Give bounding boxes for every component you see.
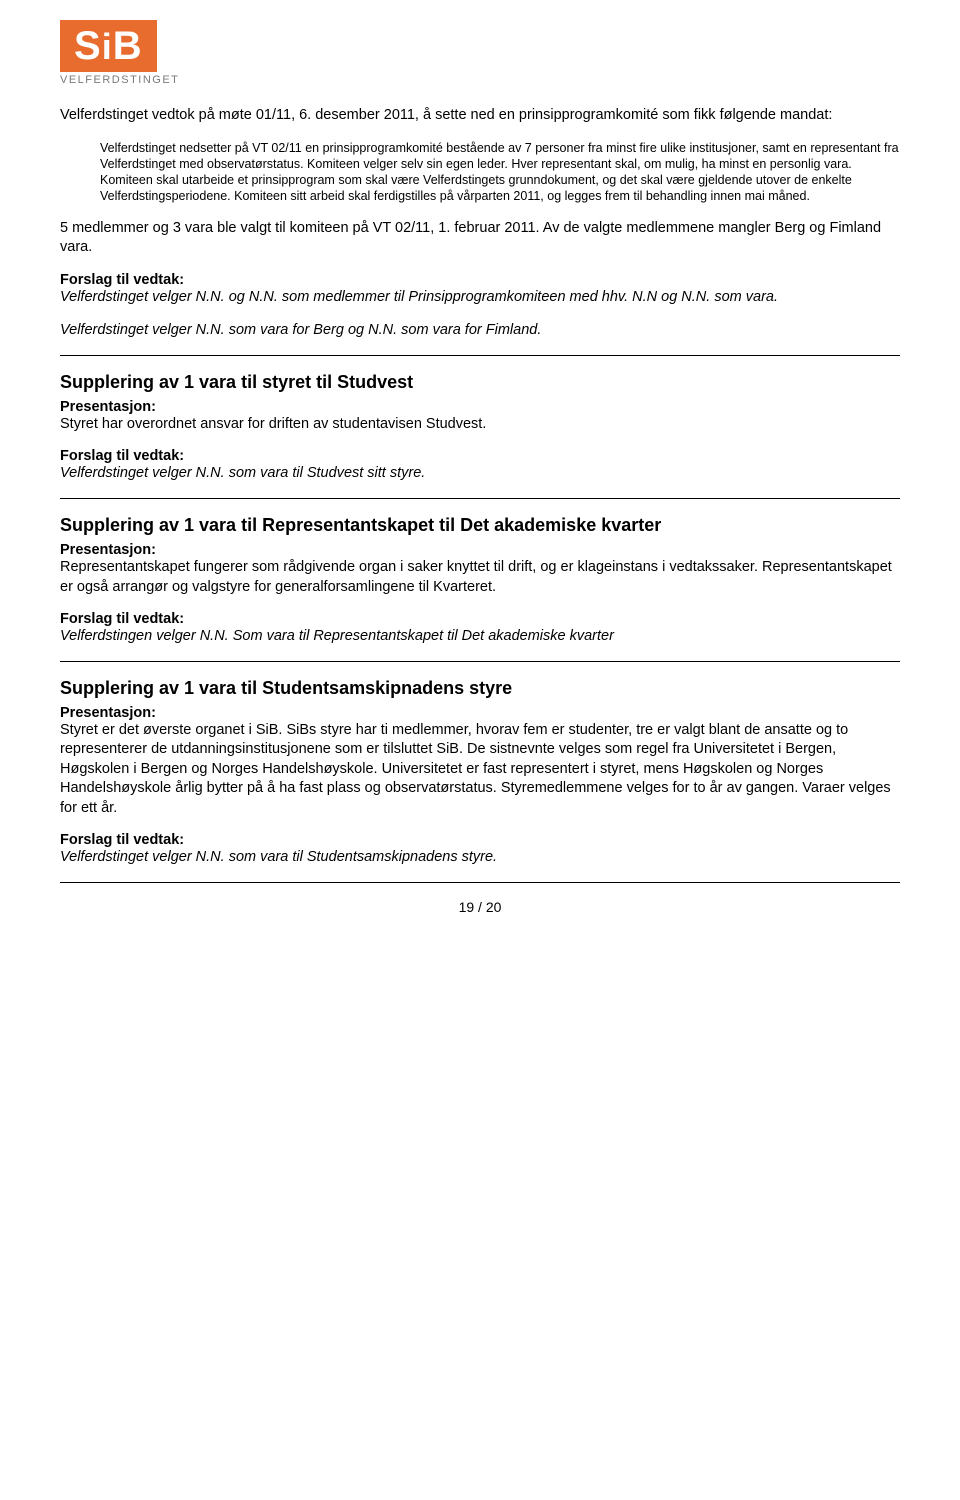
- pres-label-2: Presentasjon:: [60, 542, 900, 558]
- section-divider: [60, 355, 900, 356]
- section-divider: [60, 661, 900, 662]
- mandate-text: Velferdstinget nedsetter på VT 02/11 en …: [100, 140, 900, 205]
- logo-container: SiB VELFERDSTINGET: [60, 20, 900, 86]
- pres-label-3: Presentasjon:: [60, 705, 900, 721]
- pres-text-1: Styret har overordnet ansvar for driften…: [60, 415, 900, 435]
- section-heading-2: Supplering av 1 vara til Representantska…: [60, 515, 900, 536]
- section-divider: [60, 882, 900, 883]
- proposal-label-2: Forslag til vedtak:: [60, 611, 900, 627]
- proposal-text-2: Velferdstingen velger N.N. Som vara til …: [60, 627, 900, 647]
- intro-lead: Velferdstinget vedtok på møte 01/11, 6. …: [60, 106, 900, 126]
- pres-text-2: Representantskapet fungerer som rådgiven…: [60, 558, 900, 597]
- proposal-label-1: Forslag til vedtak:: [60, 448, 900, 464]
- proposal-text-0a: Velferdstinget velger N.N. og N.N. som m…: [60, 288, 900, 308]
- section-heading-3: Supplering av 1 vara til Studentsamskipn…: [60, 678, 900, 699]
- logo-text: SiB: [74, 24, 143, 68]
- pres-text-3: Styret er det øverste organet i SiB. SiB…: [60, 721, 900, 819]
- proposal-text-3: Velferdstinget velger N.N. som vara til …: [60, 848, 900, 868]
- proposal-text-1: Velferdstinget velger N.N. som vara til …: [60, 464, 900, 484]
- logo-box: SiB: [60, 20, 157, 72]
- page-number: 19 / 20: [60, 899, 900, 915]
- proposal-text-0b: Velferdstinget velger N.N. som vara for …: [60, 321, 900, 341]
- proposal-label-0: Forslag til vedtak:: [60, 272, 900, 288]
- section-divider: [60, 498, 900, 499]
- pres-label-1: Presentasjon:: [60, 399, 900, 415]
- section-heading-1: Supplering av 1 vara til styret til Stud…: [60, 372, 900, 393]
- logo-subtitle: VELFERDSTINGET: [60, 74, 900, 86]
- proposal-label-3: Forslag til vedtak:: [60, 832, 900, 848]
- followup-text: 5 medlemmer og 3 vara ble valgt til komi…: [60, 219, 900, 258]
